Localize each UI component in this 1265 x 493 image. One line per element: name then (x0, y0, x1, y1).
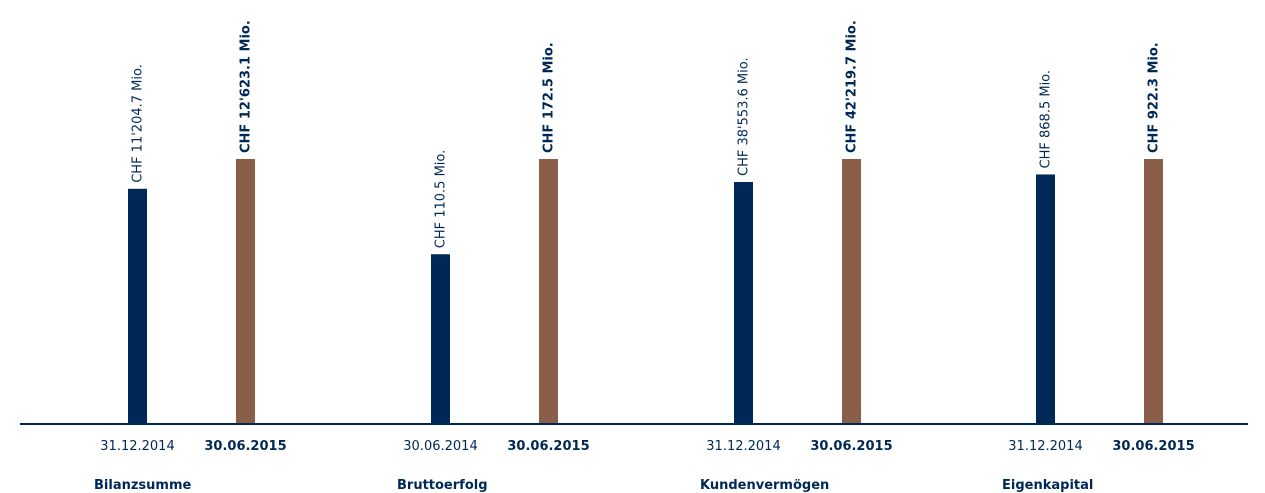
date-label-eigenkapital-prior: 31.12.2014 (1008, 439, 1082, 454)
bar-bruttoerfolg-prior (431, 254, 450, 424)
group-label-bilanzsumme: Bilanzsumme (94, 478, 191, 493)
value-labels-layer: CHF 11'204.7 Mio. CHF 12'623.1 Mio. CHF 11… (131, 20, 1162, 248)
value-label-eigenkapital-prior: CHF 868.5 Mio. (1039, 70, 1054, 169)
group-label-bruttoerfolg: Bruttoerfolg (397, 478, 488, 493)
bars-layer (128, 159, 1163, 424)
bar-bilanzsumme-prior (128, 188, 147, 424)
date-label-kundenvermoegen-current: 30.06.2015 (810, 439, 892, 454)
value-label-kundenvermoegen-prior: CHF 38'553.6 Mio. (737, 57, 752, 176)
value-label-bilanzsumme-current: CHF 12'623.1 Mio. (239, 20, 254, 153)
date-label-bilanzsumme-prior: 31.12.2014 (100, 439, 174, 454)
bar-eigenkapital-current (1144, 159, 1163, 424)
group-labels-layer: Bilanzsumme Bruttoerfolg Kundenvermögen Eig… (94, 478, 1093, 493)
date-label-bilanzsumme-current: 30.06.2015 (204, 439, 286, 454)
group-label-kundenvermoegen: Kundenvermögen (700, 478, 829, 493)
date-label-eigenkapital-current: 30.06.2015 (1112, 439, 1194, 454)
bar-eigenkapital-prior (1036, 174, 1055, 424)
date-label-bruttoerfolg-prior: 30.06.2014 (403, 439, 477, 454)
date-labels-layer: 31.12.2014 30.06.2015 30.06.2014 30.06.2015… (100, 439, 1194, 454)
value-label-eigenkapital-current: CHF 922.3 Mio. (1147, 42, 1162, 153)
value-label-kundenvermoegen-current: CHF 42'219.7 Mio. (845, 20, 860, 153)
date-label-kundenvermoegen-prior: 31.12.2014 (706, 439, 780, 454)
bar-bruttoerfolg-current (539, 159, 558, 424)
value-label-bilanzsumme-prior: CHF 11'204.7 Mio. (131, 64, 146, 183)
value-label-bruttoerfolg-current: CHF 172.5 Mio. (542, 42, 557, 153)
bar-kundenvermoegen-current (842, 159, 861, 424)
date-label-bruttoerfolg-current: 30.06.2015 (507, 439, 589, 454)
bar-bilanzsumme-current (236, 159, 255, 424)
value-label-bruttoerfolg-prior: CHF 110.5 Mio. (434, 150, 449, 249)
bar-kundenvermoegen-prior (734, 182, 753, 424)
group-label-eigenkapital: Eigenkapital (1002, 478, 1093, 493)
